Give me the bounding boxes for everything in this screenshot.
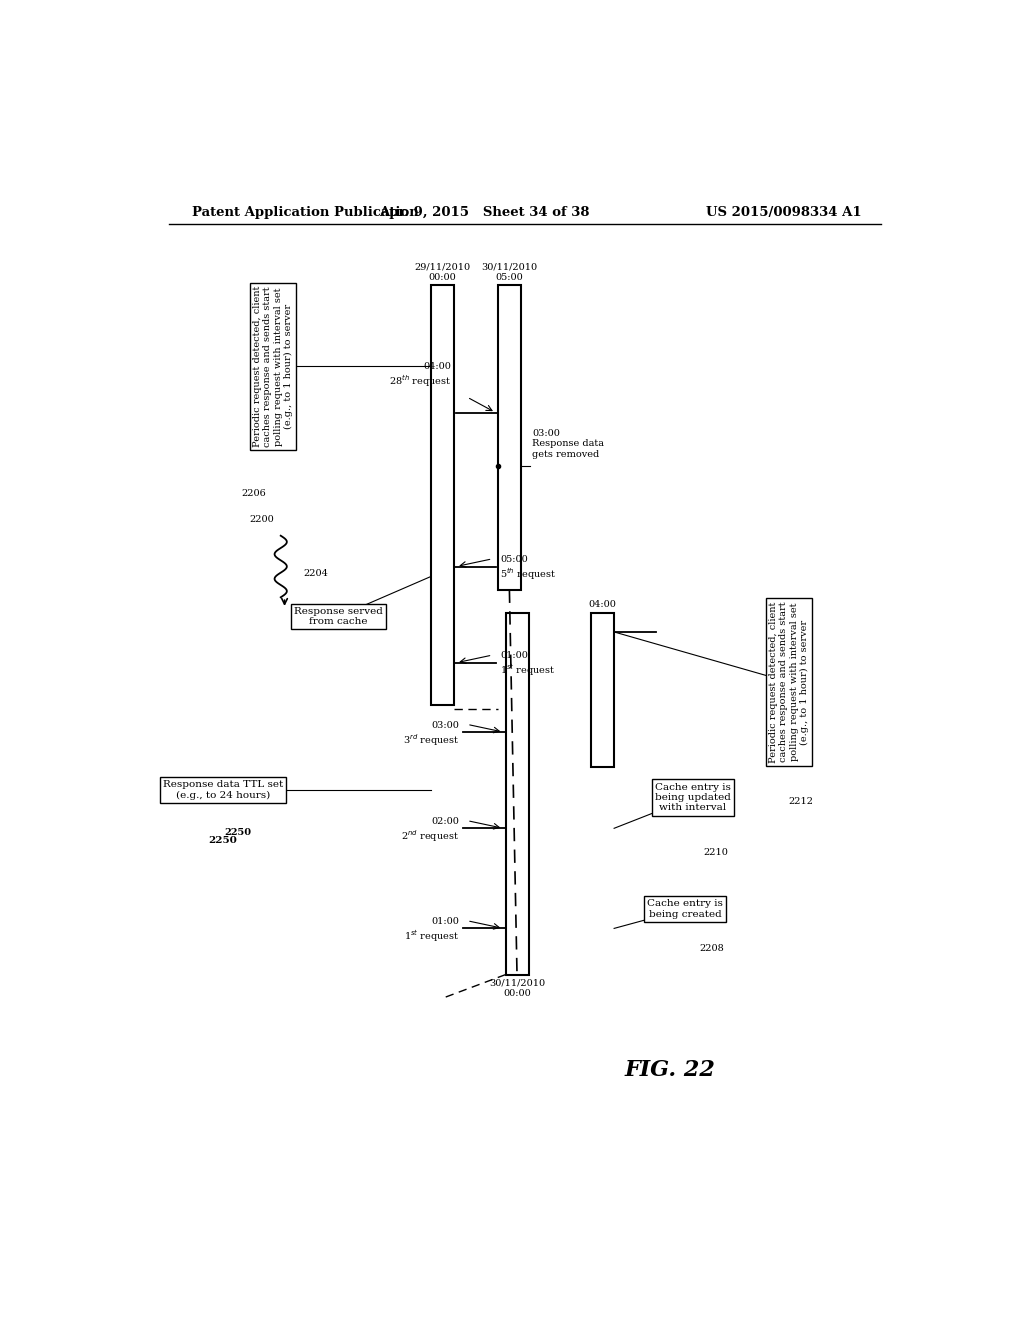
Text: Response data TTL set
(e.g., to 24 hours): Response data TTL set (e.g., to 24 hours… xyxy=(163,780,283,800)
Text: Cache entry is
being updated
with interval: Cache entry is being updated with interv… xyxy=(654,783,730,812)
Text: 30/11/2010
00:00: 30/11/2010 00:00 xyxy=(489,978,545,998)
Text: 04:00: 04:00 xyxy=(589,599,616,609)
Bar xyxy=(506,612,528,974)
Text: Periodic request detected, client
caches response and sends start
polling reques: Periodic request detected, client caches… xyxy=(253,285,293,447)
Text: US 2015/0098334 A1: US 2015/0098334 A1 xyxy=(707,206,862,219)
Text: 29/11/2010
00:00: 29/11/2010 00:00 xyxy=(415,263,470,281)
Text: 2210: 2210 xyxy=(703,847,728,857)
Text: 2250: 2250 xyxy=(225,829,252,837)
Bar xyxy=(498,285,521,590)
Text: 03:00
3$^{rd}$ request: 03:00 3$^{rd}$ request xyxy=(403,721,460,747)
Text: 01:00
1$^{st}$ request: 01:00 1$^{st}$ request xyxy=(500,651,556,678)
Text: 02:00
2$^{nd}$ request: 02:00 2$^{nd}$ request xyxy=(401,817,460,843)
Text: Periodic request detected, client
caches response and sends start
polling reques: Periodic request detected, client caches… xyxy=(769,602,809,763)
Bar xyxy=(431,285,454,705)
Text: Patent Application Publication: Patent Application Publication xyxy=(193,206,419,219)
Text: 2200: 2200 xyxy=(249,515,273,524)
Text: 2212: 2212 xyxy=(787,797,813,807)
Text: Response served
from cache: Response served from cache xyxy=(294,607,383,626)
Text: 04:00
28$^{th}$ request: 04:00 28$^{th}$ request xyxy=(389,362,452,389)
Text: 05:00
5$^{th}$ request: 05:00 5$^{th}$ request xyxy=(500,554,556,582)
Text: 03:00
Response data
gets removed: 03:00 Response data gets removed xyxy=(532,429,604,459)
Text: Apr. 9, 2015   Sheet 34 of 38: Apr. 9, 2015 Sheet 34 of 38 xyxy=(380,206,590,219)
Text: 01:00
1$^{st}$ request: 01:00 1$^{st}$ request xyxy=(403,917,460,944)
Text: 2204: 2204 xyxy=(303,569,328,578)
Text: 2208: 2208 xyxy=(699,944,724,953)
Bar xyxy=(591,612,614,767)
Text: Cache entry is
being created: Cache entry is being created xyxy=(647,899,723,919)
Text: 2250: 2250 xyxy=(209,836,238,845)
Text: FIG. 22: FIG. 22 xyxy=(624,1059,715,1081)
Text: 2206: 2206 xyxy=(242,490,266,499)
Text: 30/11/2010
05:00: 30/11/2010 05:00 xyxy=(481,263,538,281)
